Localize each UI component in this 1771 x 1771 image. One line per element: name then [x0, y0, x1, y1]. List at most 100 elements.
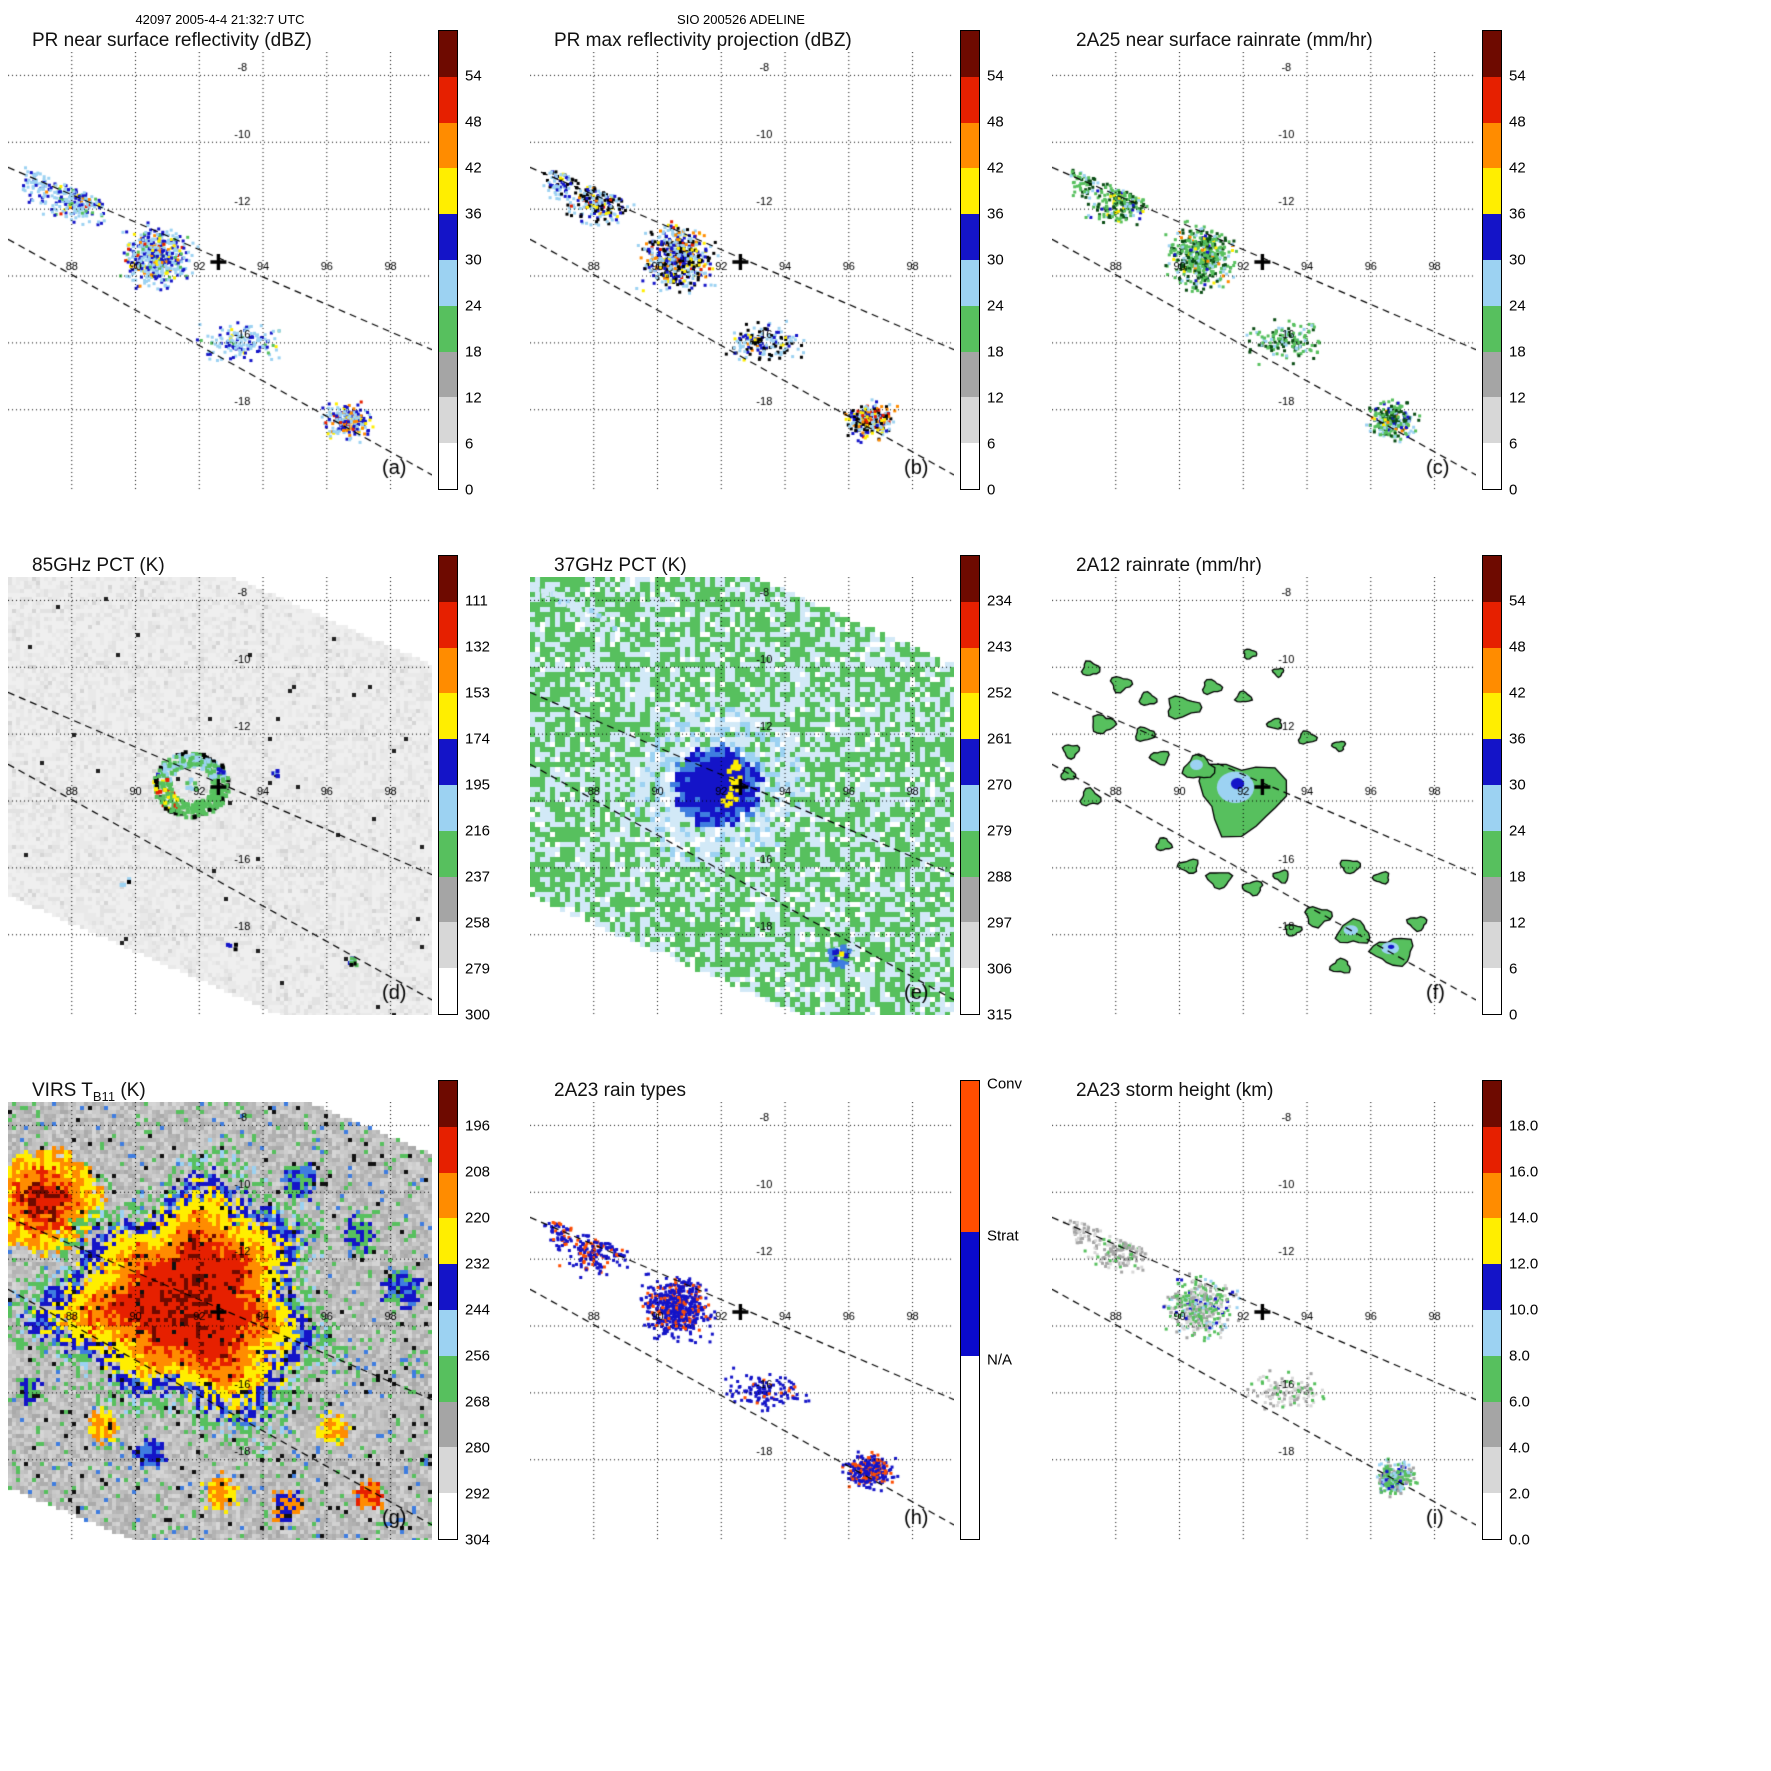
- colorbar-segment: [961, 601, 979, 648]
- colorbar-b: [960, 30, 980, 490]
- colorbar-segment: [439, 1172, 457, 1219]
- colorbar-d: [438, 555, 458, 1015]
- colorbar-segment: [439, 968, 457, 1014]
- colorbar-segment: [439, 556, 457, 602]
- colorbar-tick: 8.0: [1509, 1347, 1530, 1365]
- colorbar-segment: [1483, 739, 1501, 785]
- header-storm-name: SIO 200526 ADELINE: [677, 12, 805, 27]
- colorbar-tick: 220: [465, 1209, 491, 1227]
- colorbar-segment: [1483, 351, 1501, 398]
- colorbar-tick: 244: [465, 1301, 491, 1319]
- colorbar-e: [960, 555, 980, 1015]
- colorbar-segment: [961, 784, 979, 831]
- colorbar-segment: [439, 1218, 457, 1265]
- colorbar-segment: [1483, 76, 1501, 123]
- panel-e: 37GHz PCT (K) 234 243 252 261 270 279 288 297 306…: [528, 551, 1044, 1071]
- colorbar-tick: 0: [987, 481, 996, 499]
- panel-title-e: 37GHz PCT (K): [554, 555, 687, 576]
- colorbar-tick: 10.0: [1509, 1301, 1539, 1319]
- colorbar-tick: 234: [987, 592, 1013, 610]
- colorbar-tick: 6.0: [1509, 1393, 1530, 1411]
- panel-b: PR max reflectivity projection (dBZ) 54 48…: [528, 26, 1044, 546]
- colorbar-tick: 111: [465, 592, 488, 610]
- colorbar-tick: 6: [1509, 435, 1518, 453]
- colorbar-tick: 292: [465, 1485, 491, 1503]
- colorbar-tick: 24: [465, 297, 482, 315]
- colorbar-a: [438, 30, 458, 490]
- colorbar-segment: [439, 122, 457, 169]
- colorbar-segment: [1483, 1218, 1501, 1265]
- colorbar-segment: [1483, 1309, 1501, 1356]
- colorbar-segment: [961, 830, 979, 877]
- colorbar-tick: 42: [987, 159, 1004, 177]
- colorbar-segment: [961, 397, 979, 444]
- colorbar-tick: 279: [987, 822, 1013, 840]
- colorbar-segment: [439, 1355, 457, 1402]
- colorbar-segment: [439, 259, 457, 306]
- colorbar-label-conv: Conv: [987, 1075, 1023, 1093]
- colorbar-tick: 30: [987, 251, 1004, 269]
- colorbar-segment: [961, 305, 979, 352]
- panel-title-a: PR near surface reflectivity (dBZ): [32, 30, 312, 51]
- colorbar-tick: 48: [1509, 638, 1526, 656]
- colorbar-tick: 54: [1509, 67, 1526, 85]
- colorbar-tick: 0: [1509, 481, 1518, 499]
- colorbar-segment: [961, 693, 979, 740]
- colorbar-tick: 36: [1509, 205, 1526, 223]
- colorbar-segment: [439, 739, 457, 785]
- colorbar-segment: [439, 397, 457, 444]
- map-canvas-d: [8, 577, 432, 1015]
- map-canvas-f: [1052, 577, 1476, 1015]
- colorbar-segment: [1483, 1264, 1501, 1310]
- colorbar-g: [438, 1080, 458, 1540]
- colorbar-tick: 280: [465, 1439, 491, 1457]
- colorbar-tick: 256: [465, 1347, 491, 1365]
- panel-g: VIRS TB11 (K) 196 208 220 232 244 256 268 280 292…: [6, 1076, 522, 1596]
- colorbar-tick: 14.0: [1509, 1209, 1539, 1227]
- colorbar-tick: 196: [465, 1117, 491, 1135]
- colorbar-segment: [1483, 1081, 1501, 1127]
- map-canvas-b: [530, 52, 954, 490]
- colorbar-segment: [439, 693, 457, 740]
- colorbar-tick: 18: [1509, 343, 1526, 361]
- colorbar-tick: 12: [1509, 914, 1526, 932]
- colorbar-tick: 36: [1509, 730, 1526, 748]
- colorbar-tick: 153: [465, 684, 491, 702]
- colorbar-segment: [961, 259, 979, 306]
- panel-a: PR near surface reflectivity (dBZ) 54 48 42…: [6, 26, 522, 546]
- colorbar-tick: 18: [465, 343, 482, 361]
- colorbar-f: [1482, 555, 1502, 1015]
- colorbar-tick: 0.0: [1509, 1531, 1530, 1549]
- colorbar-tick: 36: [987, 205, 1004, 223]
- colorbar-c: [1482, 30, 1502, 490]
- colorbar-segment: [439, 443, 457, 489]
- colorbar-segment: [439, 168, 457, 215]
- colorbar-segment: [961, 922, 979, 969]
- colorbar-tick: 36: [465, 205, 482, 223]
- panel-title-i: 2A23 storm height (km): [1076, 1080, 1274, 1101]
- colorbar-tick: 306: [987, 960, 1013, 978]
- colorbar-tick: 48: [1509, 113, 1526, 131]
- colorbar-segment: [439, 1493, 457, 1539]
- colorbar-segment: [439, 76, 457, 123]
- panel-i: 2A23 storm height (km) 18.0 16.0 14.0 12.0 10…: [1050, 1076, 1566, 1596]
- title-subscript: B11: [92, 1089, 116, 1104]
- panel-d: 85GHz PCT (K) 111 132 153 174 195 216 237 258 279…: [6, 551, 522, 1071]
- panel-title-d: 85GHz PCT (K): [32, 555, 165, 576]
- map-canvas-c: [1052, 52, 1476, 490]
- colorbar-segment: [961, 351, 979, 398]
- colorbar-tick: 252: [987, 684, 1013, 702]
- panel-title-c: 2A25 near surface rainrate (mm/hr): [1076, 30, 1373, 51]
- colorbar-segment: [961, 76, 979, 123]
- colorbar-segment: [1483, 1172, 1501, 1219]
- colorbar-segment: [961, 1081, 979, 1233]
- colorbar-tick: 24: [1509, 297, 1526, 315]
- map-canvas-e: [530, 577, 954, 1015]
- panel-title-h: 2A23 rain types: [554, 1080, 687, 1101]
- colorbar-segment: [1483, 647, 1501, 694]
- colorbar-segment: [439, 601, 457, 648]
- colorbar-tick: 258: [465, 914, 491, 932]
- colorbar-segment: [1483, 830, 1501, 877]
- colorbar-segment: [961, 968, 979, 1014]
